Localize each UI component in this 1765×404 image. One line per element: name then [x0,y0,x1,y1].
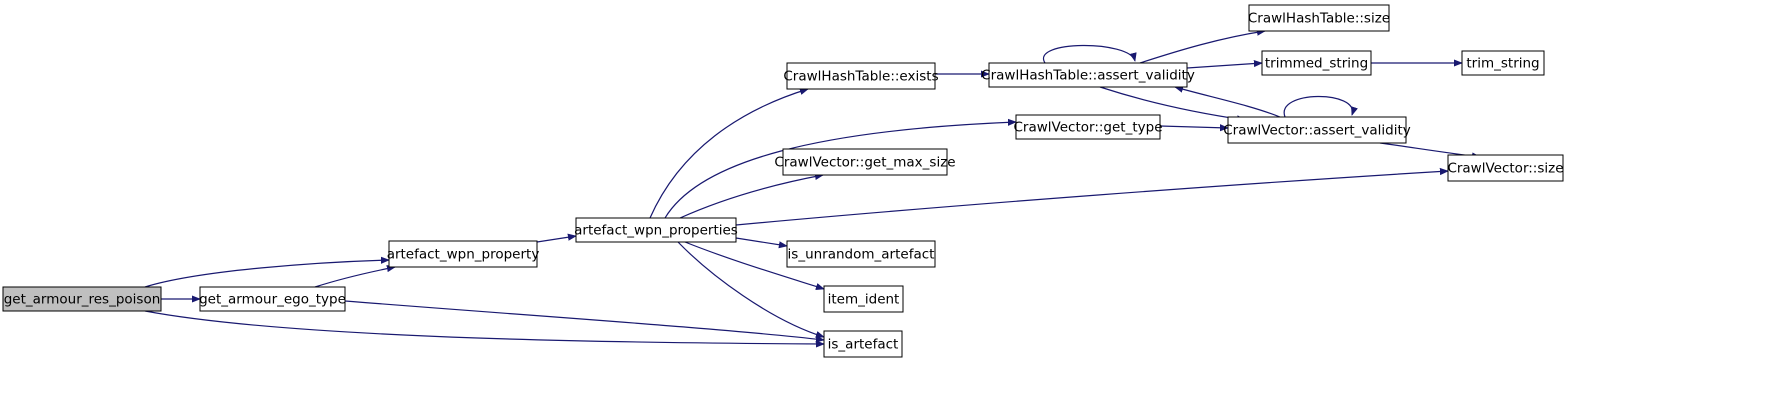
node-artefact-wpn-property[interactable]: artefact_wpn_property [387,240,540,268]
node-label: artefact_wpn_property [387,247,540,263]
edge-hash_assert_validity-to-vec_assert_validity [1099,86,1246,123]
node-box [823,330,903,358]
node-label: artefact_wpn_properties [574,223,738,239]
edge-root-to-artefact_wpn_property [144,256,390,288]
node-trim-string[interactable]: trim_string [1461,50,1545,76]
node-box [388,240,538,268]
edge-artefact_wpn_properties-to-vec_size [735,167,1449,226]
node-label: trim_string [1466,56,1539,72]
edge-vec_assert_validity-to-hash_assert_validity [1174,85,1281,118]
node-hash-size[interactable]: CrawlHashTable::size [1248,4,1390,32]
node-label: get_armour_ego_type [199,292,346,308]
node-box [1461,50,1545,76]
node-root[interactable]: get_armour_res_poison [2,286,162,312]
node-item-ident[interactable]: item_ident [823,285,904,313]
edge-artefact_wpn_properties-to-vec_get_max_size [679,172,824,219]
node-box [1015,114,1161,140]
edge-hash_assert_validity-to-hash_assert_validity [1042,44,1137,64]
edge-hash_assert_validity-to-trimmed_string [1186,59,1263,69]
edge-artefact_wpn_properties-to-vec_get_type [664,118,1017,219]
node-vec-get-max-size[interactable]: CrawlVector::get_max_size [774,148,956,176]
node-box [988,62,1188,88]
node-label: CrawlHashTable::exists [783,69,938,85]
node-trimmed-string[interactable]: trimmed_string [1261,50,1372,76]
edge-vec_assert_validity-to-vec_assert_validity [1283,95,1358,118]
node-vec-size[interactable]: CrawlVector::size [1447,154,1564,182]
node-label: get_armour_res_poison [4,292,161,308]
edge-artefact_wpn_properties-to-hash_exists [649,87,809,219]
node-is-unrandom-artefact[interactable]: is_unrandom_artefact [786,240,936,268]
node-label: CrawlVector::get_max_size [774,155,955,171]
node-label: CrawlVector::get_type [1014,120,1163,136]
node-label: CrawlHashTable::assert_validity [981,68,1195,84]
node-label: CrawlVector::assert_validity [1223,123,1411,139]
node-box [786,240,936,268]
node-label: is_artefact [828,337,899,353]
node-artefact-wpn-properties[interactable]: artefact_wpn_properties [574,217,738,243]
node-hash-assert-validity[interactable]: CrawlHashTable::assert_validity [981,62,1195,88]
node-hash-exists[interactable]: CrawlHashTable::exists [783,62,939,90]
node-label: CrawlVector::size [1447,161,1563,177]
edge-get_armour_ego_type-to-is_artefact [344,300,825,343]
edge-root-to-is_artefact [144,310,825,348]
node-box [1248,4,1390,32]
node-box [786,62,936,90]
node-box [782,148,948,176]
node-box [575,217,737,243]
node-box [1261,50,1372,76]
node-vec-assert-validity[interactable]: CrawlVector::assert_validity [1223,116,1411,144]
node-is-artefact[interactable]: is_artefact [823,330,903,358]
edge-artefact_wpn_properties-to-item_ident [684,241,825,290]
node-box [1447,154,1564,182]
edge-hash_assert_validity-to-hash_size [1139,28,1266,64]
node-box [199,286,346,312]
node-label: is_unrandom_artefact [788,247,935,263]
edge-get_armour_ego_type-to-artefact_wpn_property [314,265,396,288]
nodes-layer: get_armour_res_poison artefact_wpn_proper… [2,4,1564,358]
node-label: trimmed_string [1265,56,1368,72]
edge-artefact_wpn_properties-to-is_artefact [677,241,825,338]
node-vec-get-type[interactable]: CrawlVector::get_type [1014,114,1163,140]
node-box [2,286,162,312]
edge-artefact_wpn_properties-to-is_unrandom_artefact [735,237,788,249]
node-box [823,285,904,313]
node-get-armour-ego-type[interactable]: get_armour_ego_type [199,286,346,312]
node-box [1227,116,1407,144]
edge-artefact_wpn_property-to-artefact_wpn_properties [536,233,577,243]
node-label: CrawlHashTable::size [1248,11,1390,27]
edge-vec_get_type-to-vec_assert_validity [1159,124,1229,132]
node-label: item_ident [828,292,900,308]
